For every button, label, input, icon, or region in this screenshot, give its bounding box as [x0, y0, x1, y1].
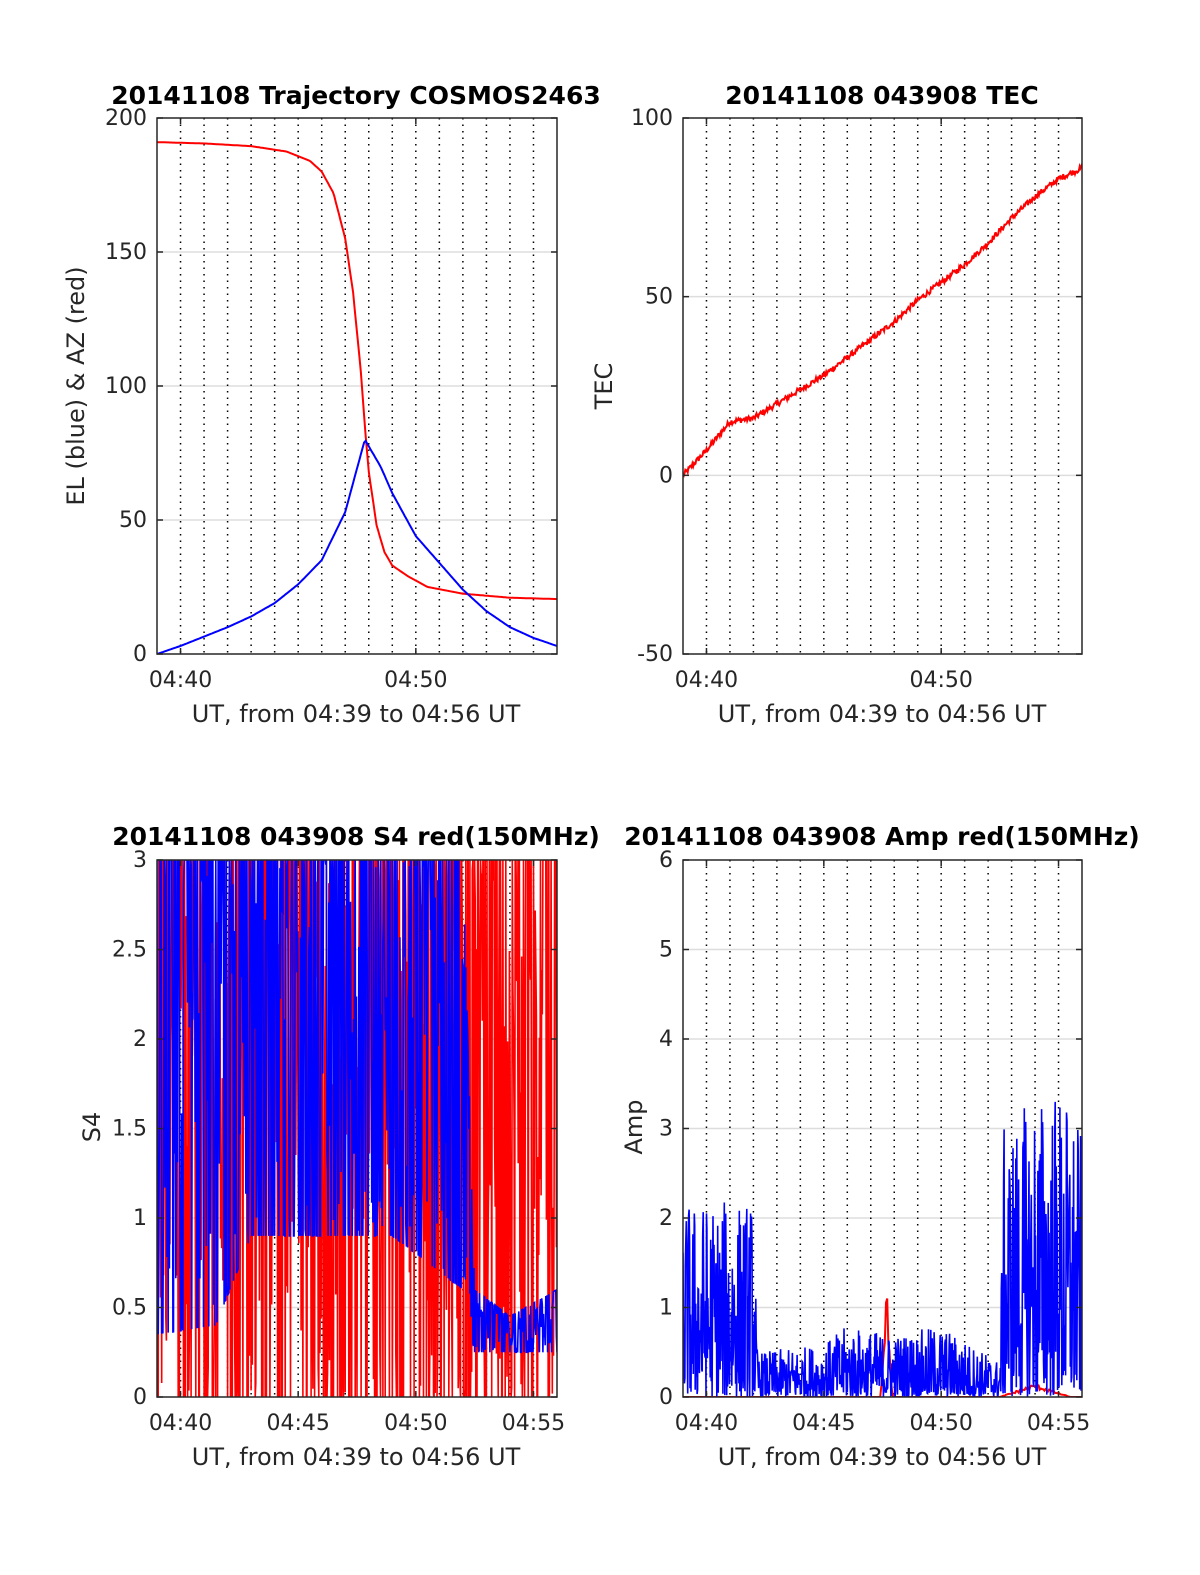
tec-title: 20141108 043908 TEC: [725, 81, 1038, 110]
amp-title: 20141108 043908 Amp red(150MHz): [624, 822, 1140, 851]
amp-ytick-label: 3: [659, 1117, 673, 1142]
tec-ylabel: TEC: [590, 363, 618, 411]
s4-ytick-label: 0: [133, 1385, 147, 1410]
trajectory-xlabel: UT, from 04:39 to 04:56 UT: [192, 700, 521, 728]
amp-xtick-label: 04:45: [792, 1411, 855, 1436]
amp-xtick-label: 04:55: [1027, 1411, 1090, 1436]
trajectory-panel: 20141108 Trajectory COSMOS2463 UT, from …: [62, 81, 601, 728]
tec-xtick-label: 04:40: [675, 668, 738, 693]
s4-series-group: [157, 860, 557, 1397]
amp-ylabel: Amp: [620, 1099, 648, 1154]
amp-series-group: [683, 1101, 1082, 1397]
s4-ytick-label: 0.5: [112, 1296, 147, 1321]
tec-ytick-label: -50: [637, 642, 673, 667]
trajectory-ylabel: EL (blue) & AZ (red): [62, 266, 90, 505]
amp-series-blue: [683, 1101, 1082, 1397]
tec-xtick-label: 04:50: [909, 668, 972, 693]
amp-xlabel: UT, from 04:39 to 04:56 UT: [718, 1443, 1047, 1471]
s4-ytick-label: 2.5: [112, 938, 147, 963]
trajectory-ytick-label: 0: [133, 642, 147, 667]
trajectory-ytick-label: 100: [105, 374, 147, 399]
s4-xtick-label: 04:55: [502, 1411, 565, 1436]
tec-series-group: [683, 162, 1082, 478]
s4-xtick-label: 04:45: [266, 1411, 329, 1436]
amp-ytick-label: 0: [659, 1385, 673, 1410]
trajectory-ytick-label: 200: [105, 106, 147, 131]
trajectory-ytick-label: 50: [119, 508, 147, 533]
tec-xlabel: UT, from 04:39 to 04:56 UT: [718, 700, 1047, 728]
s4-ytick-label: 1.5: [112, 1117, 147, 1142]
s4-series-blue: [157, 860, 557, 1354]
s4-ytick-label: 3: [133, 848, 147, 873]
tec-ytick-label: 0: [659, 463, 673, 488]
trajectory-ytick-label: 150: [105, 240, 147, 265]
amp-ytick-label: 4: [659, 1027, 673, 1052]
trajectory-series-blue: [157, 439, 557, 654]
s4-xtick-label: 04:40: [149, 1411, 212, 1436]
amp-xtick-label: 04:40: [675, 1411, 738, 1436]
tec-ytick-label: 100: [631, 106, 673, 131]
s4-xtick-label: 04:50: [384, 1411, 447, 1436]
s4-panel: 20141108 043908 S4 red(150MHz) UT, from …: [78, 822, 600, 1471]
tec-axes-box: [682, 117, 1083, 655]
trajectory-series-red: [157, 141, 557, 601]
trajectory-xtick-label: 04:50: [384, 668, 447, 693]
s4-ylabel: S4: [78, 1112, 106, 1143]
amp-ytick-label: 2: [659, 1206, 673, 1231]
tec-ytick-label: 50: [645, 285, 673, 310]
amp-xtick-label: 04:50: [909, 1411, 972, 1436]
tec-panel: 20141108 043908 TEC UT, from 04:39 to 04…: [590, 81, 1083, 728]
amp-ytick-label: 1: [659, 1296, 673, 1321]
amp-ytick-label: 6: [659, 848, 673, 873]
tec-series-red: [683, 162, 1082, 478]
s4-title: 20141108 043908 S4 red(150MHz): [112, 822, 600, 851]
amp-panel: 20141108 043908 Amp red(150MHz) UT, from…: [620, 822, 1140, 1471]
amp-ytick-label: 5: [659, 938, 673, 963]
trajectory-xtick-label: 04:40: [149, 668, 212, 693]
s4-ytick-label: 2: [133, 1027, 147, 1052]
trajectory-title: 20141108 Trajectory COSMOS2463: [111, 81, 601, 110]
s4-xlabel: UT, from 04:39 to 04:56 UT: [192, 1443, 521, 1471]
trajectory-series-group: [157, 141, 557, 654]
s4-ytick-label: 1: [133, 1206, 147, 1231]
